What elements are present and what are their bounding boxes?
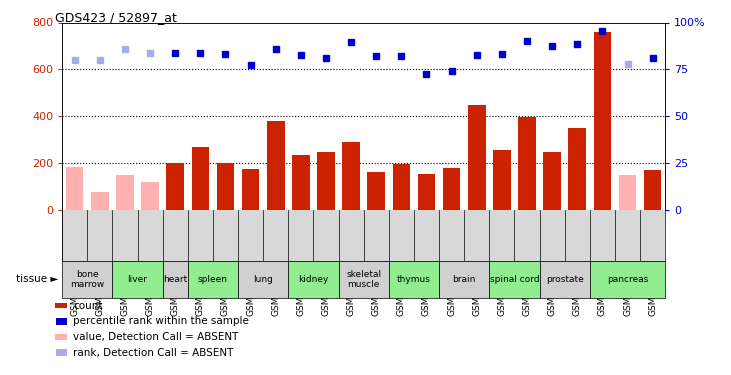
Text: value, Detection Call = ABSENT: value, Detection Call = ABSENT bbox=[73, 332, 238, 342]
Bar bbox=[288, 261, 338, 298]
Bar bbox=[238, 261, 288, 298]
Bar bbox=[493, 150, 511, 210]
Bar bbox=[292, 155, 310, 210]
Text: rank, Detection Call = ABSENT: rank, Detection Call = ABSENT bbox=[73, 348, 233, 358]
Text: bone
marrow: bone marrow bbox=[70, 270, 105, 289]
Bar bbox=[443, 168, 461, 210]
Text: liver: liver bbox=[127, 275, 148, 284]
Bar bbox=[113, 261, 162, 298]
Bar bbox=[338, 261, 389, 298]
Text: tissue ►: tissue ► bbox=[16, 274, 58, 284]
Bar bbox=[56, 334, 67, 340]
Bar bbox=[518, 117, 536, 210]
Text: brain: brain bbox=[452, 275, 476, 284]
Bar bbox=[66, 166, 83, 210]
Text: spinal cord: spinal cord bbox=[490, 275, 539, 284]
Text: thymus: thymus bbox=[397, 275, 431, 284]
Bar bbox=[91, 192, 109, 210]
Text: pancreas: pancreas bbox=[607, 275, 648, 284]
Bar bbox=[141, 182, 159, 210]
Text: heart: heart bbox=[163, 275, 187, 284]
Bar bbox=[569, 128, 586, 210]
Text: lung: lung bbox=[253, 275, 273, 284]
Text: GDS423 / 52897_at: GDS423 / 52897_at bbox=[55, 11, 177, 24]
Bar bbox=[644, 170, 662, 210]
Bar bbox=[389, 261, 439, 298]
Text: percentile rank within the sample: percentile rank within the sample bbox=[73, 316, 249, 326]
Bar bbox=[56, 349, 67, 357]
Text: kidney: kidney bbox=[298, 275, 329, 284]
Text: count: count bbox=[73, 301, 102, 310]
Bar bbox=[162, 261, 188, 298]
Bar bbox=[417, 174, 435, 210]
Bar bbox=[56, 318, 67, 325]
Bar bbox=[489, 261, 539, 298]
Bar bbox=[539, 261, 590, 298]
Bar bbox=[116, 175, 134, 210]
Bar bbox=[167, 163, 184, 210]
Bar bbox=[216, 163, 234, 210]
Bar bbox=[317, 152, 335, 210]
Bar bbox=[368, 172, 385, 210]
Bar bbox=[439, 261, 489, 298]
Bar bbox=[543, 152, 561, 210]
Bar bbox=[590, 261, 665, 298]
Bar bbox=[267, 121, 284, 210]
Bar bbox=[56, 303, 67, 308]
Bar bbox=[393, 164, 410, 210]
Text: spleen: spleen bbox=[198, 275, 228, 284]
Bar bbox=[192, 147, 209, 210]
Bar bbox=[62, 261, 113, 298]
Bar bbox=[618, 175, 636, 210]
Bar bbox=[468, 105, 485, 210]
Bar bbox=[594, 32, 611, 210]
Bar bbox=[188, 261, 238, 298]
Bar bbox=[342, 142, 360, 210]
Text: skeletal
muscle: skeletal muscle bbox=[346, 270, 382, 289]
Text: prostate: prostate bbox=[546, 275, 583, 284]
Bar bbox=[242, 169, 260, 210]
